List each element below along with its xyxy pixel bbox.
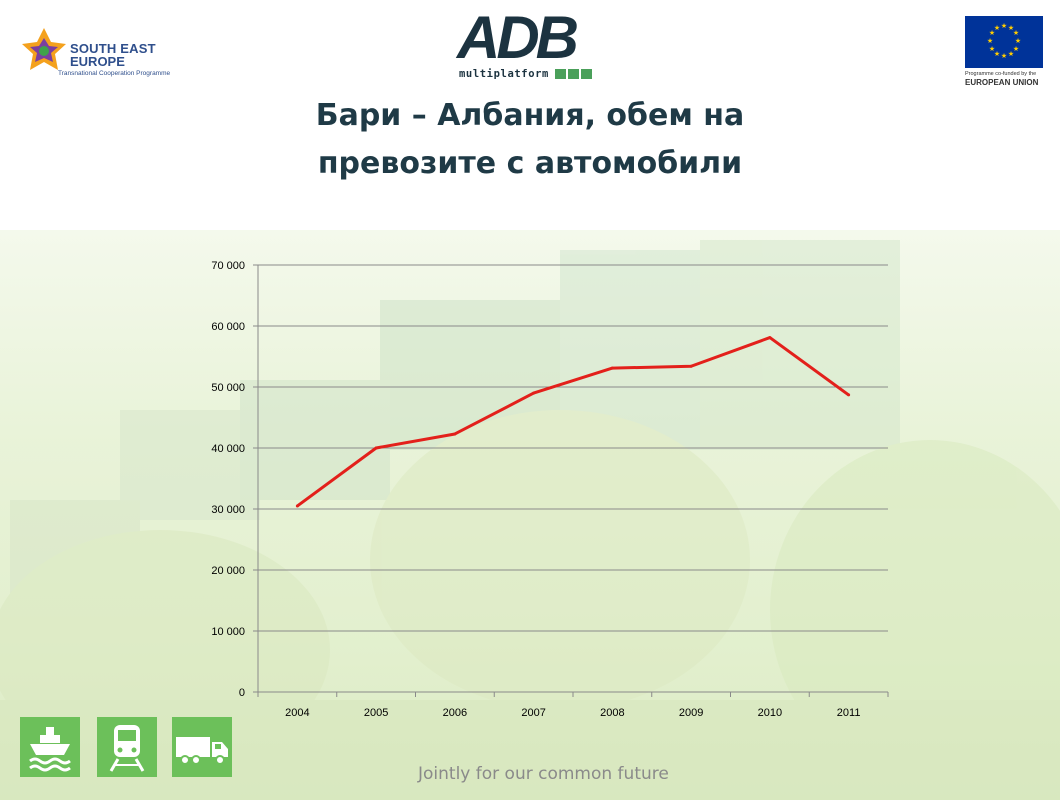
ship-icon [20, 717, 80, 777]
data-point [295, 504, 299, 508]
south-east-europe-logo: SOUTH EAST EUROPE Transnational Cooperat… [18, 20, 178, 82]
background-photo [0, 230, 1060, 800]
footer-slogan: Jointly for our common future [418, 764, 669, 784]
svg-text:★: ★ [1015, 37, 1021, 45]
slide-title-line1: Бари – Албания, обем на [315, 98, 745, 133]
svg-text:★: ★ [989, 45, 995, 53]
svg-text:★: ★ [1008, 50, 1014, 58]
data-point [768, 336, 772, 340]
x-tick-label: 2010 [758, 707, 782, 719]
eu-caption: EUROPEAN UNION [965, 78, 1039, 87]
x-tick-label: 2004 [285, 707, 309, 719]
svg-text:★: ★ [989, 29, 995, 37]
adb-logo-subtitle: multiplatform [459, 68, 549, 80]
y-tick-label: 50 000 [211, 382, 245, 394]
y-tick-label: 70 000 [211, 260, 245, 272]
adb-logo-text: ADB [457, 4, 579, 71]
x-tick-label: 2011 [837, 707, 861, 719]
svg-text:★: ★ [1013, 29, 1019, 37]
x-tick-label: 2009 [679, 707, 703, 719]
chart-axes [253, 264, 889, 697]
y-tick-label: 0 [239, 687, 245, 699]
y-tick-label: 20 000 [211, 565, 245, 577]
slide-title-line2: превозите с автомобили [317, 146, 743, 181]
train-icon [97, 717, 157, 777]
svg-text:★: ★ [994, 24, 1000, 32]
y-axis-labels: 0 10 000 20 000 30 000 40 000 50 000 60 000 70 … [211, 260, 245, 699]
data-point [610, 366, 614, 370]
svg-text:★: ★ [1001, 22, 1007, 30]
slide-title: Бари – Албания, обем на превозите с авто… [130, 92, 930, 188]
x-tick-label: 2008 [600, 707, 624, 719]
svg-text:★: ★ [1008, 24, 1014, 32]
y-tick-label: 60 000 [211, 321, 245, 333]
eu-logo: ★ ★ ★ ★ ★ ★ ★ ★ ★ ★ ★ ★ Programme co-funded by t… [963, 14, 1047, 88]
svg-text:★: ★ [1001, 52, 1007, 60]
data-point [847, 393, 851, 397]
adb-multiplatform-logo: ADB multiplatform [455, 8, 605, 86]
svg-text:★: ★ [987, 37, 993, 45]
see-logo-line3: Transnational Cooperation Programme [58, 70, 171, 77]
chart-series [295, 336, 851, 508]
chart-gridlines [258, 264, 888, 632]
y-tick-label: 30 000 [211, 504, 245, 516]
svg-text:★: ★ [994, 50, 1000, 58]
see-logo-line1: SOUTH EAST [70, 41, 156, 56]
x-tick-label: 2007 [521, 707, 545, 719]
truck-icon [172, 717, 232, 777]
data-point [453, 432, 457, 436]
svg-text:★: ★ [1013, 45, 1019, 53]
x-tick-label: 2006 [443, 707, 467, 719]
eu-caption-small: Programme co-funded by the [965, 71, 1037, 77]
data-point [532, 391, 536, 395]
y-tick-label: 10 000 [211, 626, 245, 638]
see-star-icon [22, 28, 66, 70]
x-tick-label: 2005 [364, 707, 388, 719]
adb-mode-icons [555, 69, 592, 79]
x-axis-labels: 2004 2005 2006 2007 2008 2009 2010 2011 [285, 707, 860, 719]
eu-flag-icon: ★ ★ ★ ★ ★ ★ ★ ★ ★ ★ ★ ★ [965, 16, 1043, 68]
series-line [296, 336, 850, 508]
see-logo-line2: EUROPE [70, 54, 125, 69]
data-point [689, 364, 693, 368]
data-point [374, 446, 378, 450]
y-tick-label: 40 000 [211, 443, 245, 455]
